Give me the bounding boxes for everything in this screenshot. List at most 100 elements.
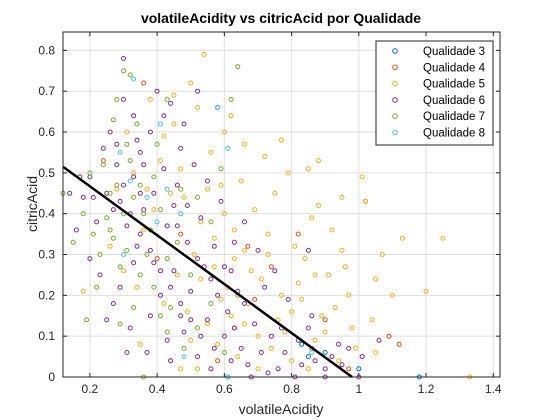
data-point <box>248 268 254 274</box>
data-point <box>137 182 143 188</box>
legend-box <box>375 40 494 146</box>
data-point <box>211 345 217 351</box>
data-point <box>305 166 311 172</box>
data-point <box>305 247 311 253</box>
legend-label: Qualidade 6 <box>423 95 485 107</box>
data-point <box>107 190 113 196</box>
data-point <box>221 264 227 270</box>
data-point <box>356 366 362 372</box>
legend-marker <box>392 97 398 103</box>
data-point <box>147 313 153 319</box>
x-ticks: 0.2 0.4 0.6 0.8 1 1.2 1.4 <box>82 32 502 396</box>
data-point <box>198 333 204 339</box>
data-point <box>255 333 261 339</box>
data-point <box>292 243 298 249</box>
data-point <box>359 354 365 360</box>
data-point <box>151 207 157 213</box>
data-point <box>164 256 170 262</box>
data-point <box>100 145 106 151</box>
data-point <box>379 252 385 257</box>
data-point <box>80 288 86 294</box>
data-point <box>312 337 318 343</box>
data-point <box>151 260 157 266</box>
data-point <box>252 207 258 213</box>
data-point <box>191 252 197 257</box>
data-point <box>131 194 137 200</box>
data-point <box>168 305 174 311</box>
data-point <box>124 129 130 135</box>
data-point <box>299 362 305 368</box>
data-point <box>252 296 258 302</box>
data-point <box>104 215 110 221</box>
data-point <box>258 350 264 355</box>
data-point <box>322 329 328 335</box>
data-point <box>164 223 170 229</box>
data-point <box>208 301 214 306</box>
data-point <box>121 96 126 102</box>
data-point <box>322 350 328 355</box>
data-point <box>282 329 288 335</box>
chart-title: volatileAcidity vs citricAcid por Qualid… <box>141 10 421 26</box>
data-point <box>147 247 153 253</box>
data-point <box>188 288 194 294</box>
series-5 <box>60 64 241 380</box>
data-point <box>295 280 301 286</box>
data-point <box>97 272 103 278</box>
data-point <box>279 137 284 143</box>
data-point <box>201 52 207 57</box>
data-point <box>70 239 76 245</box>
data-point <box>221 350 227 355</box>
legend-marker <box>392 48 398 54</box>
data-point <box>285 170 291 176</box>
data-point <box>114 141 120 147</box>
data-point <box>141 162 147 168</box>
data-point <box>178 186 184 192</box>
data-point <box>174 272 180 278</box>
data-point <box>188 317 194 323</box>
data-point <box>141 211 147 217</box>
y-ticks: 0 0.1 0.2 0.3 0.4 0.5 0.6 0.7 0.8 <box>38 43 500 384</box>
data-point <box>228 113 234 119</box>
data-point <box>205 186 210 192</box>
legend-label: Qualidade 7 <box>423 111 485 123</box>
data-point <box>221 211 227 217</box>
data-point <box>322 366 328 372</box>
data-point <box>195 354 200 360</box>
data-point <box>161 166 167 172</box>
legend-marker <box>392 113 398 119</box>
data-point <box>154 88 160 94</box>
y-tick-label: 0.7 <box>38 84 55 98</box>
legend-marker <box>392 80 398 87</box>
data-point <box>87 256 93 262</box>
data-point <box>147 96 153 102</box>
data-point <box>346 292 352 298</box>
data-point <box>205 178 210 184</box>
data-point <box>218 182 224 188</box>
data-point <box>359 174 365 180</box>
data-point <box>339 362 345 368</box>
data-point <box>299 296 305 302</box>
data-point <box>242 321 247 327</box>
data-point <box>272 268 278 274</box>
series-6 <box>117 76 315 380</box>
data-point <box>316 158 321 164</box>
data-point <box>228 268 234 274</box>
data-point <box>110 207 116 213</box>
data-point <box>252 321 258 327</box>
data-point <box>121 182 126 188</box>
data-point <box>208 219 214 225</box>
data-point <box>312 358 318 364</box>
data-point <box>154 141 160 147</box>
data-point <box>255 366 261 372</box>
data-point <box>225 145 231 151</box>
data-point <box>161 113 167 119</box>
data-point <box>171 268 177 274</box>
data-point <box>235 354 241 360</box>
data-point <box>262 154 268 159</box>
data-point <box>342 264 348 270</box>
legend-label: Qualidade 8 <box>423 128 485 140</box>
data-point <box>285 296 291 302</box>
data-point <box>117 321 123 327</box>
data-point <box>275 366 281 372</box>
